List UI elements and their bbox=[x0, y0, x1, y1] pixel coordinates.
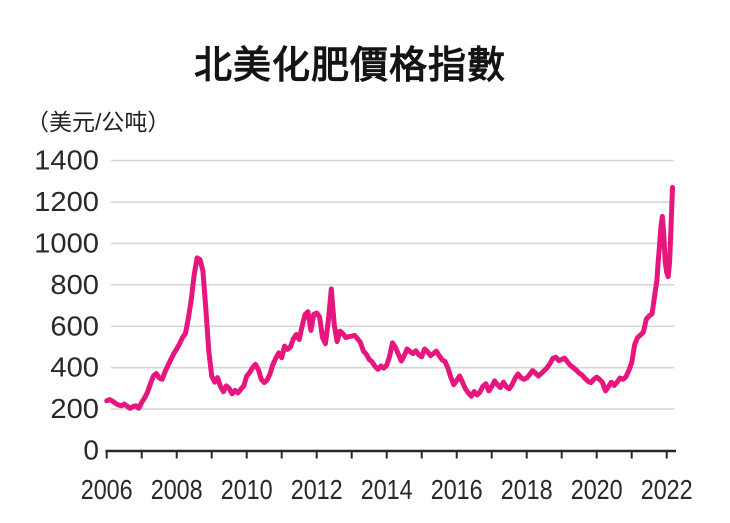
gridlines bbox=[111, 159, 674, 410]
x-tick-label: 2018 bbox=[501, 474, 553, 505]
y-axis-unit-label: （美元/公吨） bbox=[26, 109, 171, 135]
y-tick-label: 400 bbox=[50, 352, 99, 383]
y-tick-label: 0 bbox=[83, 435, 99, 466]
x-tick-label: 2008 bbox=[151, 474, 203, 505]
x-tick-label: 2010 bbox=[221, 474, 273, 505]
x-tick-label: 2022 bbox=[641, 474, 693, 505]
x-tick-label: 2012 bbox=[291, 474, 343, 505]
x-tick-label: 2020 bbox=[571, 474, 623, 505]
y-tick-label: 200 bbox=[50, 393, 99, 424]
price-line-series bbox=[104, 185, 675, 411]
chart-title: 北美化肥價格指數 bbox=[193, 45, 506, 87]
x-axis-tick-labels: 2006 2008 2010 2012 2014 2016 2018 2020 2022 bbox=[81, 474, 693, 505]
y-tick-label: 800 bbox=[50, 269, 99, 300]
y-axis-tick-labels: 0 200 400 600 800 1000 1200 1400 bbox=[34, 145, 99, 466]
x-tick-label: 2014 bbox=[361, 474, 413, 505]
y-tick-label: 1400 bbox=[34, 145, 99, 176]
y-tick-label: 1200 bbox=[34, 186, 99, 217]
x-tick-label: 2006 bbox=[81, 474, 133, 505]
y-tick-label: 1000 bbox=[34, 227, 99, 258]
price-polyline bbox=[104, 185, 675, 411]
x-tick-label: 2016 bbox=[431, 474, 483, 505]
x-axis bbox=[105, 449, 676, 459]
y-tick-label: 600 bbox=[50, 310, 99, 341]
